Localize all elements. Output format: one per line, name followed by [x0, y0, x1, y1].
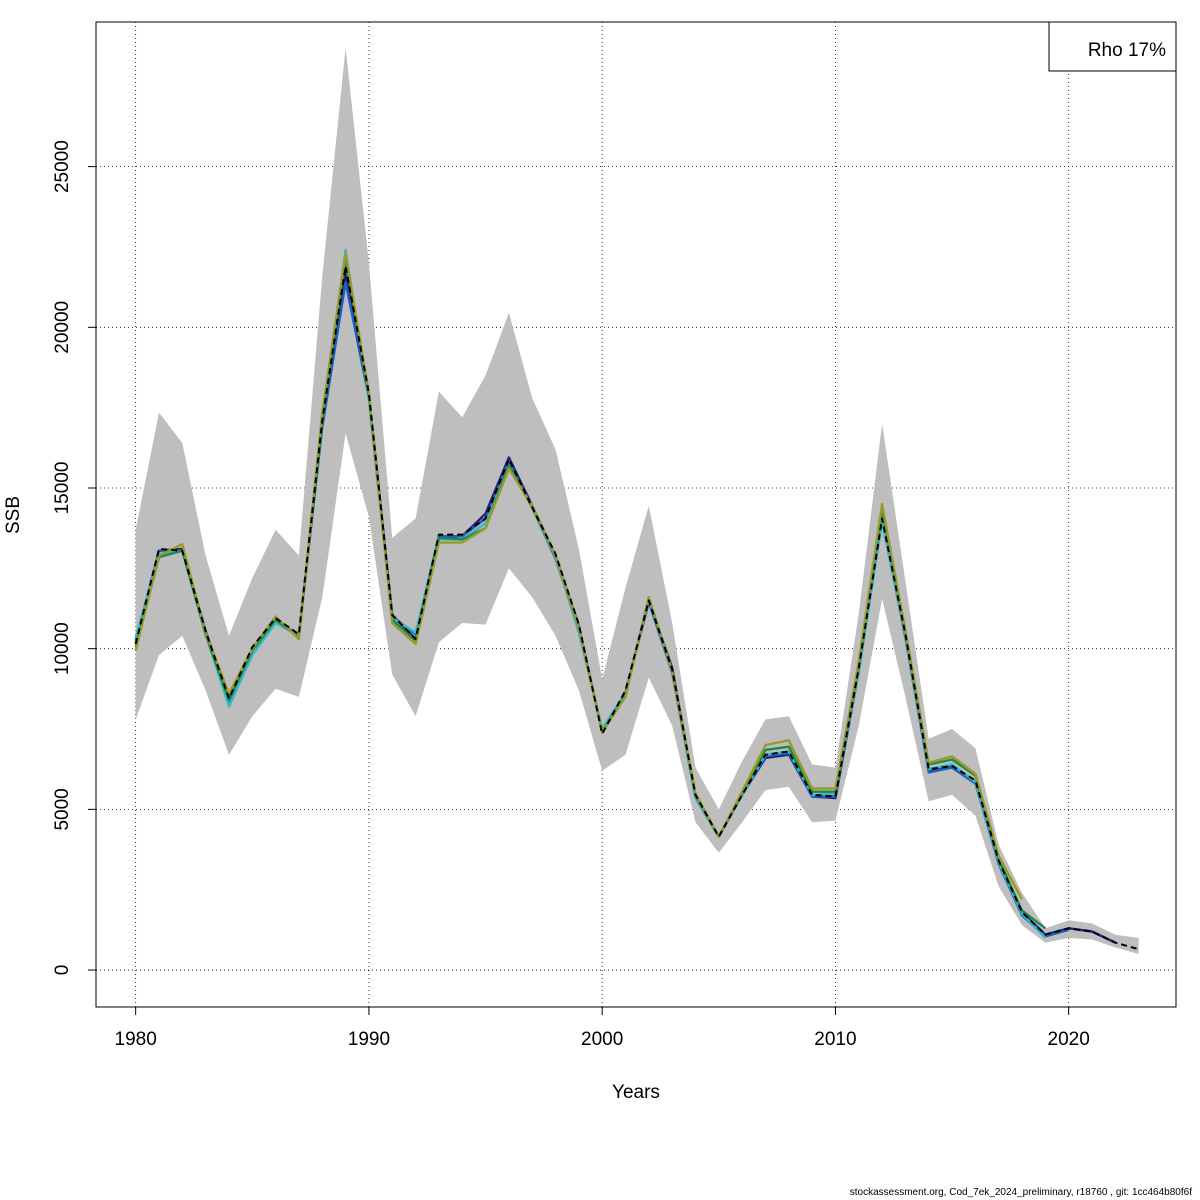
y-tick-label: 10000: [52, 622, 73, 675]
y-axis: 0 5000 10000 15000 20000 25000: [52, 140, 97, 976]
x-tick-label: 1980: [115, 1029, 157, 1050]
y-tick-label: 20000: [52, 301, 73, 354]
y-axis-label: SSB: [3, 496, 24, 534]
y-tick-label: 15000: [52, 462, 73, 515]
series-line-0: [134, 265, 1139, 951]
x-tick-label: 2010: [814, 1029, 856, 1050]
x-axis: 1980 1990 2000 2010 2020: [115, 1006, 1090, 1050]
legend-box: [1048, 21, 1177, 72]
legend-label: Rho 17%: [1088, 40, 1166, 61]
legend: Rho 17%: [1048, 21, 1177, 72]
y-tick-label: 5000: [52, 788, 73, 830]
series-lines: [134, 248, 1139, 951]
footer-credit: stockassessment.org, Cod_7ek_2024_prelim…: [849, 1187, 1192, 1198]
y-tick-label: 0: [52, 965, 73, 976]
plot-frame: [95, 21, 1177, 1008]
grid-lines: [96, 22, 1176, 1007]
x-tick-label: 1990: [348, 1029, 390, 1050]
y-tick-label: 25000: [52, 140, 73, 193]
x-tick-label: 2020: [1048, 1029, 1090, 1050]
x-axis-label: Years: [612, 1082, 660, 1103]
x-tick-label: 2000: [581, 1029, 623, 1050]
